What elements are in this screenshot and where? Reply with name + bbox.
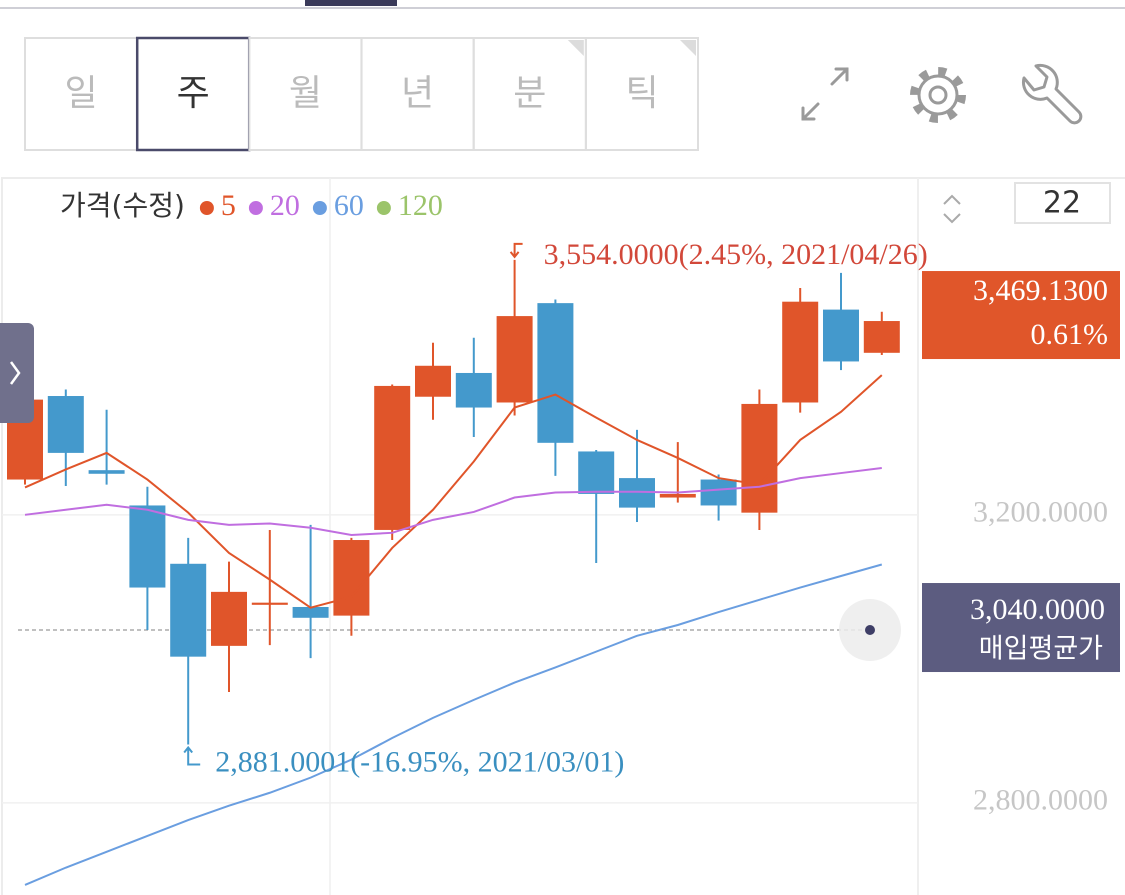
ma-line — [24, 374, 883, 609]
ma-line — [24, 563, 883, 886]
legend-label: 120 — [398, 189, 443, 222]
current-price-label: 3,469.1300 — [973, 274, 1108, 307]
candle-body — [292, 606, 329, 618]
candle-body — [496, 316, 533, 403]
tab-label: 분 — [513, 73, 546, 114]
low-marker — [183, 745, 201, 766]
ma-line — [24, 467, 882, 536]
legend-title: 가격(수정) — [60, 189, 185, 222]
candle-body — [333, 540, 370, 616]
tool-icon[interactable] — [1021, 63, 1083, 125]
tab-label: 주 — [177, 73, 210, 114]
legend-dot — [312, 201, 327, 215]
high-marker — [509, 242, 523, 259]
scroll-chevrons[interactable] — [943, 194, 961, 224]
candle-body — [782, 301, 819, 403]
expand-icon[interactable] — [801, 67, 849, 121]
legend-label: 60 — [334, 189, 364, 222]
tab-label: 일 — [64, 73, 97, 114]
settings-icon[interactable] — [910, 67, 966, 123]
y-tick-label: 3,200.0000 — [973, 496, 1108, 529]
submenu-marker — [567, 40, 584, 56]
y-tick-label: 2,800.0000 — [973, 784, 1108, 817]
candle-body — [251, 602, 288, 605]
avg-price-label: 3,040.0000 — [970, 593, 1105, 626]
candle-body — [47, 396, 84, 453]
legend-dot — [199, 201, 214, 215]
candle-body — [659, 493, 696, 498]
legend-dot — [376, 201, 391, 215]
tab-label: 틱 — [625, 73, 658, 114]
legend-dot — [248, 201, 263, 215]
candle-body — [537, 303, 574, 443]
legend-label: 5 — [221, 189, 236, 222]
tab[interactable] — [585, 37, 699, 151]
legend-label: 20 — [270, 189, 300, 222]
chart-frame — [1, 177, 1125, 895]
candle-body — [88, 470, 125, 474]
plot — [2, 242, 918, 886]
candle-body — [863, 321, 900, 353]
candle-body — [170, 563, 207, 657]
avg-price-tag — [922, 583, 1120, 673]
tab-label: 월 — [289, 73, 322, 114]
current-change-label: 0.61% — [1031, 318, 1109, 351]
candle-body — [129, 505, 166, 588]
side-panel-toggle[interactable] — [0, 323, 34, 423]
candle-body — [578, 451, 615, 494]
submenu-marker — [680, 40, 696, 56]
legend: 5 20 60 120 — [199, 189, 443, 222]
candle-body — [415, 365, 451, 397]
candle-body — [741, 403, 778, 513]
candle-body — [455, 372, 492, 408]
candle-body — [823, 309, 859, 362]
candle-body — [700, 479, 737, 506]
candle-body — [374, 385, 411, 530]
current-price-tag — [922, 271, 1120, 360]
avg-price-name: 매입평균가 — [979, 634, 1103, 665]
high-annotation: 3,554.0000(2.45%, 2021/04/26) — [544, 238, 928, 271]
tab[interactable] — [248, 37, 363, 151]
low-annotation: 2,881.0001(-16.95%, 2021/03/01) — [215, 745, 624, 778]
count-box[interactable] — [1014, 182, 1111, 224]
tab[interactable] — [135, 36, 251, 152]
candle-body — [211, 591, 247, 646]
tab-label: 년 — [401, 73, 434, 114]
active-tab-indicator — [305, 0, 397, 6]
count-label: 22 — [1043, 186, 1081, 221]
avg-marker — [865, 625, 875, 636]
